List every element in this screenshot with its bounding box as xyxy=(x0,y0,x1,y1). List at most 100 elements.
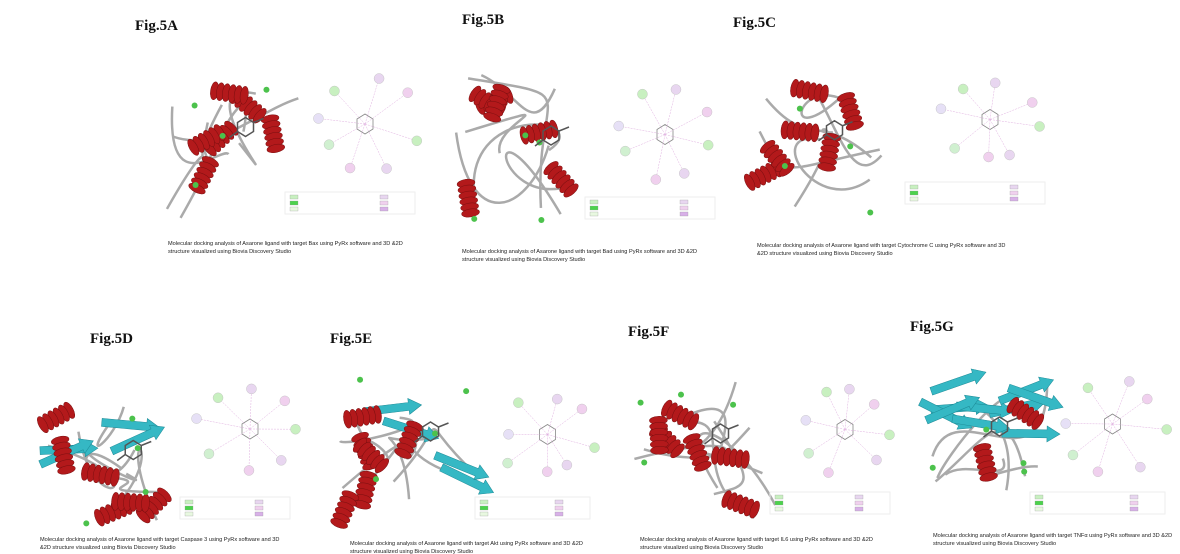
turn xyxy=(193,182,199,188)
interaction-line xyxy=(209,429,250,454)
turn xyxy=(797,106,803,112)
residue xyxy=(822,387,832,397)
figure-caption: Molecular docking analysis of Asarone li… xyxy=(40,536,290,552)
interaction-line xyxy=(1113,424,1141,467)
interaction-2d xyxy=(585,85,715,219)
residue xyxy=(382,164,392,174)
legend-swatch xyxy=(380,201,388,205)
interaction-2d xyxy=(285,74,422,214)
legend-swatch xyxy=(380,195,388,199)
residue xyxy=(679,168,689,178)
legend-swatch xyxy=(185,506,193,510)
residue xyxy=(1035,121,1045,131)
residue xyxy=(562,460,572,470)
interaction-line xyxy=(845,430,890,435)
legend-swatch xyxy=(290,195,298,199)
interaction-line xyxy=(619,126,665,134)
residue xyxy=(324,140,334,150)
figure-caption: Molecular docking analysis of Asarone li… xyxy=(757,242,1007,258)
turn xyxy=(678,392,684,398)
interaction-line xyxy=(809,430,845,454)
interaction-line xyxy=(990,102,1032,119)
figure-label: Fig.5B xyxy=(462,12,504,29)
legend-swatch xyxy=(1035,507,1043,511)
residue xyxy=(1027,97,1037,107)
residue xyxy=(542,467,552,477)
coil xyxy=(945,459,1004,475)
residue xyxy=(345,163,355,173)
interaction-2d xyxy=(475,394,600,519)
residue xyxy=(872,455,882,465)
legend-swatch xyxy=(775,501,783,505)
interaction-line xyxy=(990,120,1040,127)
legend-swatch xyxy=(855,507,863,511)
residue xyxy=(192,414,202,424)
interaction-line xyxy=(365,124,387,169)
turn xyxy=(357,377,363,383)
interaction-line xyxy=(365,93,408,124)
interaction-line xyxy=(218,398,250,429)
turn xyxy=(373,476,379,482)
residue xyxy=(869,399,879,409)
residue xyxy=(885,430,895,440)
residue xyxy=(1061,419,1071,429)
interaction-line xyxy=(845,389,849,429)
legend-swatch xyxy=(255,512,263,516)
legend-swatch xyxy=(1130,495,1138,499)
interaction-line xyxy=(250,389,251,429)
interaction-line xyxy=(508,435,548,464)
legend-swatch xyxy=(590,212,598,216)
legend-swatch xyxy=(555,500,563,504)
legend-swatch xyxy=(255,506,263,510)
legend-swatch xyxy=(680,206,688,210)
interaction-line xyxy=(548,399,558,434)
residue xyxy=(1124,376,1134,386)
figure-caption: Molecular docking analysis of Asarone li… xyxy=(462,248,712,264)
interaction-line xyxy=(963,89,990,120)
legend-swatch xyxy=(775,507,783,511)
turn xyxy=(471,216,477,222)
residue xyxy=(1093,467,1103,477)
residue xyxy=(614,121,624,131)
residue xyxy=(590,443,600,453)
interaction-line xyxy=(1073,424,1113,455)
figure-label: Fig.5F xyxy=(628,324,669,341)
legend-swatch xyxy=(1010,191,1018,195)
interaction-2d xyxy=(180,384,300,519)
residue xyxy=(552,394,562,404)
interaction-line xyxy=(1113,399,1148,424)
residue xyxy=(204,449,214,459)
interaction-line xyxy=(845,430,877,460)
legend-swatch xyxy=(380,207,388,211)
residue xyxy=(1135,462,1145,472)
residue xyxy=(936,104,946,114)
interaction-line xyxy=(350,124,365,168)
residue xyxy=(290,424,300,434)
legend-swatch xyxy=(1010,185,1018,189)
figure-caption: Molecular docking analysis of Asarone li… xyxy=(350,540,600,554)
turn xyxy=(538,217,544,223)
figure-label: Fig.5D xyxy=(90,331,133,348)
legend-swatch xyxy=(590,206,598,210)
residue xyxy=(984,152,994,162)
legend-swatch xyxy=(910,185,918,189)
interaction-line xyxy=(665,112,707,134)
legend-swatch xyxy=(855,495,863,499)
interaction-line xyxy=(334,91,365,124)
legend-swatch xyxy=(910,197,918,201)
turn xyxy=(983,427,989,433)
figure-label: Fig.5G xyxy=(910,319,954,336)
interaction-line xyxy=(642,94,665,134)
beta-sheet xyxy=(1002,425,1060,442)
residue xyxy=(403,88,413,98)
residue xyxy=(1142,394,1152,404)
legend-swatch xyxy=(480,500,488,504)
protein-3d xyxy=(167,81,298,218)
interaction-line xyxy=(518,403,547,435)
residue xyxy=(503,429,513,439)
turn xyxy=(263,87,269,93)
protein-3d xyxy=(917,365,1066,491)
turn xyxy=(730,402,736,408)
residue xyxy=(620,146,630,156)
interaction-line xyxy=(1113,381,1130,424)
